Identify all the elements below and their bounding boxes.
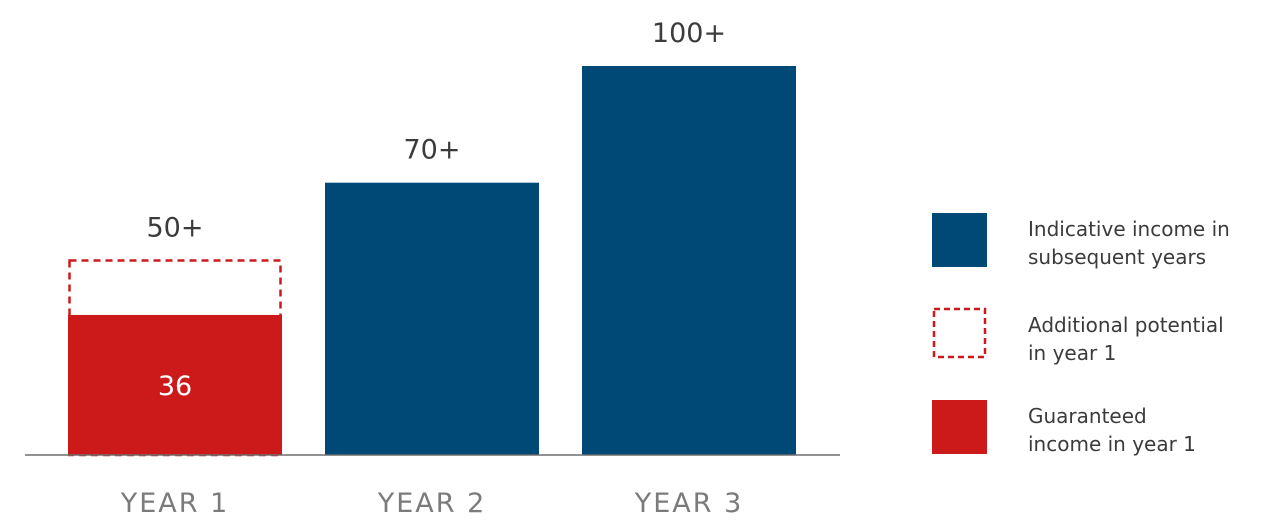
bar-value-label-3: 100+: [652, 18, 726, 49]
legend-label-indicative-line-2: subsequent years: [1028, 245, 1206, 269]
bar-indicative-income-in-subsequent-years-2: [325, 182, 539, 455]
bar-indicative-income-in-subsequent-years-3: [582, 66, 796, 455]
legend-label-additional-line-2: in year 1: [1028, 341, 1116, 365]
bar-value-label-2: 70+: [404, 135, 461, 166]
legend-item-additional: Additional potential in year 1: [932, 307, 1224, 365]
legend: Indicative income in subsequent years Addi…: [932, 213, 1230, 456]
bar-guaranteed-income-in-year-1-1: [68, 314, 282, 455]
legend-label-guaranteed-line-1: Guaranteed: [1028, 404, 1147, 428]
legend-swatch-indicative: [932, 213, 987, 267]
legend-label-indicative-line-1: Indicative income in: [1028, 217, 1230, 241]
bar-value-label-1: 50+: [147, 213, 204, 244]
x-tick-label-1: YEAR 1: [120, 488, 230, 519]
bar-inner-value-label-1: 36: [158, 371, 192, 402]
legend-item-indicative: Indicative income in subsequent years: [932, 213, 1230, 269]
bars-layer: [68, 66, 796, 457]
legend-label-additional-line-1: Additional potential: [1028, 313, 1224, 337]
x-tick-labels: YEAR 1 YEAR 2 YEAR 3: [120, 488, 744, 519]
x-tick-label-2: YEAR 2: [377, 488, 487, 519]
labels-layer: 50+ 36 70+ 100+: [147, 18, 727, 402]
legend-label-guaranteed-line-2: income in year 1: [1028, 432, 1196, 456]
x-tick-label-3: YEAR 3: [634, 488, 744, 519]
legend-swatch-additional: [932, 307, 987, 359]
legend-item-guaranteed: Guaranteed income in year 1: [932, 400, 1196, 456]
legend-swatch-guaranteed: [932, 400, 987, 454]
